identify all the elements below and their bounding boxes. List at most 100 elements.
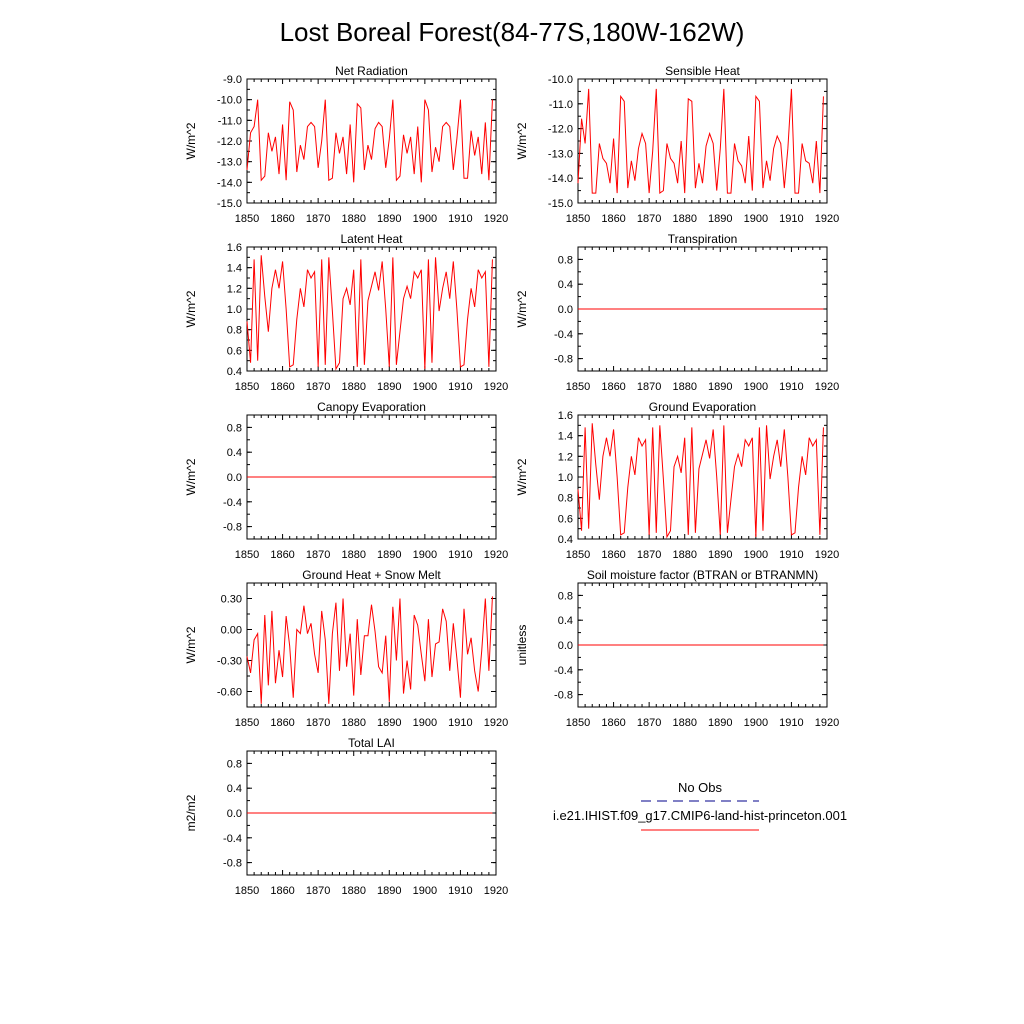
x-tick-label: 1850 [566, 549, 590, 561]
x-tick-label: 1860 [601, 381, 625, 393]
y-tick-label: 1.6 [227, 242, 242, 254]
x-tick-label: 1910 [779, 213, 803, 225]
panel-title: Ground Heat + Snow Melt [302, 568, 441, 582]
y-tick-label: -9.0 [223, 74, 242, 86]
plot-frame [577, 414, 828, 540]
y-axis-label: W/m^2 [515, 290, 529, 327]
y-tick-label: -0.4 [223, 833, 242, 845]
x-tick-label: 1860 [601, 717, 625, 729]
plot-frame [246, 78, 497, 204]
panel-ground-heat-snow-melt: Ground Heat + Snow Melt W/m^2 1850 1860 1870… [184, 568, 508, 729]
x-tick-label: 1920 [484, 213, 508, 225]
x-tick-label: 1890 [708, 717, 732, 729]
panel-title: Transpiration [668, 232, 738, 246]
x-tick-label: 1880 [341, 885, 365, 897]
y-tick-label: -0.4 [554, 665, 573, 677]
panel-latent-heat: Latent Heat W/m^2 1850 1860 1870 1880 1890 1900… [184, 232, 508, 393]
plot-frame [577, 78, 828, 204]
y-tick-label: -13.0 [548, 148, 573, 160]
x-tick-label: 1910 [779, 381, 803, 393]
x-tick-label: 1870 [306, 717, 330, 729]
x-tick-label: 1890 [377, 885, 401, 897]
x-tick-label: 1850 [235, 549, 259, 561]
x-tick-label: 1910 [448, 213, 472, 225]
y-tick-label: -14.0 [217, 177, 242, 189]
x-tick-label: 1910 [448, 717, 472, 729]
x-tick-label: 1870 [637, 381, 661, 393]
x-tick-label: 1890 [708, 213, 732, 225]
y-tick-label: -11.0 [218, 115, 242, 127]
y-axis-label: W/m^2 [184, 122, 198, 159]
series-line-sensible-heat [577, 88, 824, 195]
y-tick-label: -10.0 [548, 74, 573, 86]
y-tick-label: 1.0 [558, 472, 573, 484]
x-tick-label: 1920 [484, 885, 508, 897]
y-tick-label: 0.4 [558, 279, 573, 291]
x-tick-label: 1850 [566, 381, 590, 393]
y-tick-label: 0.0 [227, 808, 242, 820]
y-tick-label: -12.0 [548, 124, 573, 136]
y-tick-label: 0.4 [227, 783, 242, 795]
x-tick-label: 1860 [270, 885, 294, 897]
x-tick-label: 1860 [601, 549, 625, 561]
x-tick-label: 1880 [672, 717, 696, 729]
x-tick-label: 1860 [270, 549, 294, 561]
x-tick-label: 1870 [306, 381, 330, 393]
x-tick-label: 1880 [672, 381, 696, 393]
panel-title: Latent Heat [340, 232, 403, 246]
series-line-latent-heat [246, 255, 493, 371]
x-tick-label: 1850 [235, 885, 259, 897]
x-tick-label: 1890 [377, 549, 401, 561]
y-tick-label: 1.2 [227, 283, 242, 295]
panel-title: Net Radiation [335, 64, 408, 78]
x-tick-label: 1850 [235, 381, 259, 393]
series-line-ground-evaporation [577, 423, 824, 539]
panels: Net Radiation W/m^2 1850 1860 1870 1880 1890 19… [184, 64, 839, 897]
x-tick-label: 1850 [235, 717, 259, 729]
x-tick-label: 1860 [270, 381, 294, 393]
panel-sensible-heat: Sensible Heat W/m^2 1850 1860 1870 1880 1890 19… [515, 64, 839, 225]
y-tick-label: -15.0 [217, 198, 242, 210]
panel-soil-moisture-factor-btran-or-btranmn: Soil moisture factor (BTRAN or BTRANMN) u… [515, 568, 839, 729]
x-tick-label: 1860 [270, 717, 294, 729]
legend: No Obs i.e21.IHIST.f09_g17.CMIP6-land-hi… [553, 780, 847, 831]
series-line-net-radiation [246, 99, 493, 183]
y-tick-label: -13.0 [217, 157, 242, 169]
x-tick-label: 1920 [484, 381, 508, 393]
x-tick-label: 1880 [341, 213, 365, 225]
series-line-ground-heat-snow-melt [246, 596, 493, 704]
y-axis-label: W/m^2 [184, 290, 198, 327]
y-tick-label: -12.0 [217, 136, 242, 148]
x-tick-label: 1850 [566, 717, 590, 729]
x-tick-label: 1890 [708, 381, 732, 393]
x-tick-label: 1900 [744, 381, 768, 393]
x-tick-label: 1910 [448, 381, 472, 393]
y-tick-label: -0.8 [554, 690, 573, 702]
y-tick-label: 0.6 [227, 345, 242, 357]
y-tick-label: 1.4 [558, 431, 573, 443]
x-tick-label: 1860 [270, 213, 294, 225]
y-tick-label: 0.00 [221, 625, 242, 637]
x-tick-label: 1910 [448, 549, 472, 561]
legend-label-no-obs: No Obs [678, 780, 723, 795]
panel-net-radiation: Net Radiation W/m^2 1850 1860 1870 1880 1890 19… [184, 64, 508, 225]
y-tick-label: 1.2 [558, 451, 573, 463]
x-tick-label: 1900 [413, 381, 437, 393]
x-tick-label: 1880 [672, 549, 696, 561]
y-tick-label: 1.4 [227, 263, 242, 275]
y-tick-label: -0.8 [223, 858, 242, 870]
y-tick-label: 0.8 [227, 325, 242, 337]
panel-title: Ground Evaporation [649, 400, 756, 414]
y-tick-label: 0.4 [558, 534, 573, 546]
panel-canopy-evaporation: Canopy Evaporation W/m^2 1850 1860 1870 1880 1… [184, 400, 508, 561]
plot-frame [246, 246, 497, 372]
y-tick-label: -0.30 [217, 656, 242, 668]
y-tick-label: 0.6 [558, 513, 573, 525]
panel-title: Total LAI [348, 736, 395, 750]
x-tick-label: 1910 [779, 549, 803, 561]
x-tick-label: 1890 [377, 717, 401, 729]
x-tick-label: 1900 [744, 717, 768, 729]
x-tick-label: 1870 [637, 213, 661, 225]
x-tick-label: 1870 [306, 549, 330, 561]
